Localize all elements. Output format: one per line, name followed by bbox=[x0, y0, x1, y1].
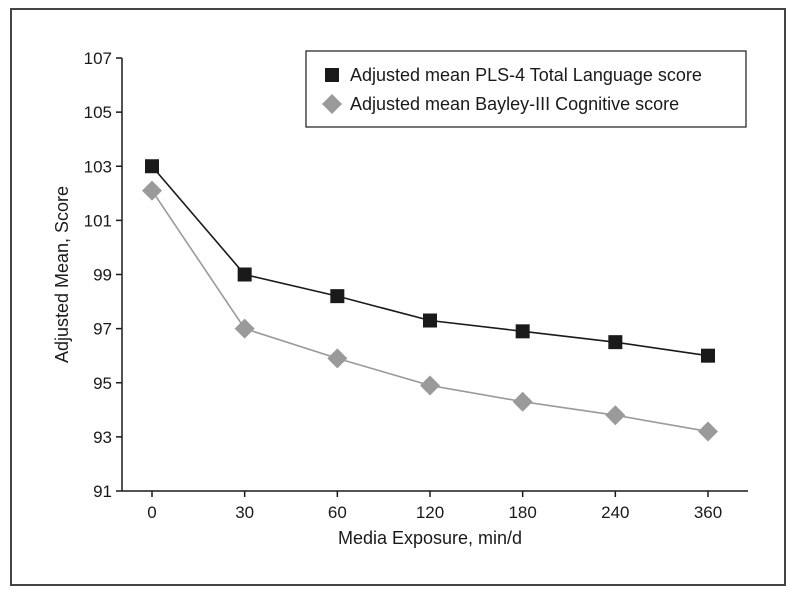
legend-label: Adjusted mean PLS-4 Total Language score bbox=[350, 65, 702, 85]
data-point bbox=[142, 180, 162, 201]
x-tick-label: 360 bbox=[694, 503, 722, 522]
legend: Adjusted mean PLS-4 Total Language score… bbox=[305, 50, 747, 128]
data-point bbox=[512, 391, 533, 412]
y-tick-label: 107 bbox=[84, 49, 112, 68]
y-axis-title: Adjusted Mean, Score bbox=[52, 186, 72, 363]
y-tick-label: 93 bbox=[93, 428, 112, 447]
x-tick-label: 30 bbox=[235, 503, 254, 522]
data-point bbox=[423, 313, 437, 328]
data-point bbox=[234, 318, 255, 339]
data-point bbox=[608, 335, 623, 350]
x-tick-label: 60 bbox=[328, 503, 347, 522]
y-tick-label: 105 bbox=[84, 103, 112, 122]
series-1 bbox=[145, 159, 715, 363]
legend-label: Adjusted mean Bayley-III Cognitive score bbox=[350, 94, 679, 114]
data-point bbox=[420, 375, 440, 396]
y-tick-label: 97 bbox=[93, 320, 112, 339]
data-point bbox=[605, 405, 626, 426]
x-tick-label: 120 bbox=[416, 503, 444, 522]
data-point bbox=[327, 348, 348, 369]
x-tick-label: 240 bbox=[601, 503, 629, 522]
legend-box bbox=[305, 50, 747, 128]
y-tick-label: 99 bbox=[93, 266, 112, 285]
legend-marker bbox=[325, 68, 339, 82]
x-axis-title: Media Exposure, min/d bbox=[338, 528, 522, 548]
legend-marker bbox=[322, 94, 342, 114]
data-point bbox=[330, 289, 345, 304]
series-layer bbox=[142, 159, 718, 442]
data-point bbox=[701, 348, 715, 363]
data-point bbox=[145, 159, 159, 174]
x-tick-label: 0 bbox=[147, 503, 156, 522]
y-tick-label: 91 bbox=[93, 482, 112, 501]
data-point bbox=[237, 267, 252, 282]
data-point bbox=[698, 421, 718, 442]
x-tick-label: 180 bbox=[508, 503, 536, 522]
axes: 91 93 95 97 99 101 103 105 107 0 30 60 120 180 240 360 bbox=[84, 49, 748, 522]
y-tick-label: 101 bbox=[84, 211, 112, 230]
y-tick-label: 95 bbox=[93, 374, 112, 393]
y-tick-label: 103 bbox=[84, 157, 112, 176]
data-point bbox=[515, 324, 530, 339]
series-2 bbox=[142, 180, 718, 442]
